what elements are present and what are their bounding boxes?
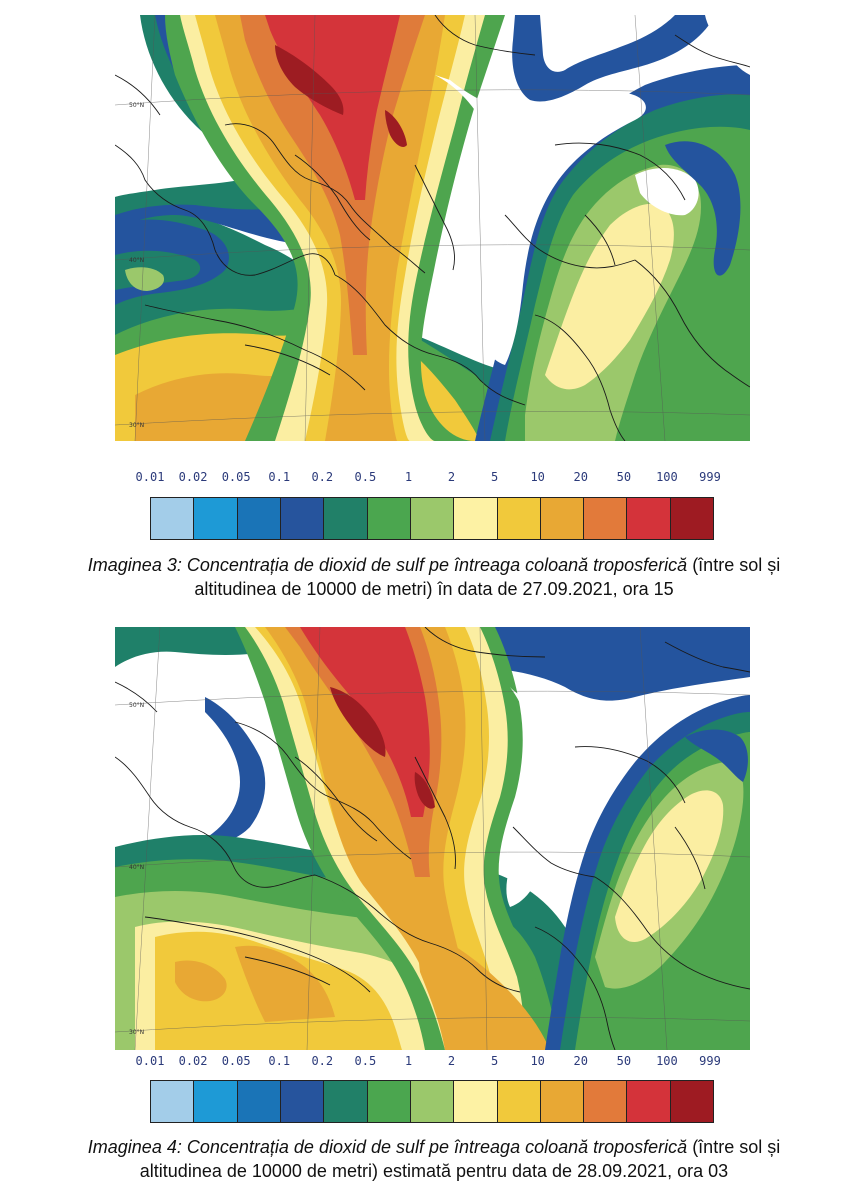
- colorbar-tick-label: 0.1: [268, 470, 291, 484]
- lat-label-30n: 30°N: [129, 1029, 144, 1036]
- colorbar-tick-label: 20: [573, 1054, 588, 1068]
- colorbar-1: [150, 497, 714, 540]
- colorbar-tick-label: 0.02: [178, 1054, 208, 1068]
- caption-4-title: Concentrația de dioxid de sulf pe întrea…: [186, 1137, 688, 1157]
- caption-4-line2: altitudinea de 10000 de metri) estimată …: [139, 1161, 729, 1181]
- colorbar-swatch: [584, 498, 628, 539]
- colorbar-swatch: [540, 498, 585, 539]
- colorbar-swatch: [151, 498, 195, 539]
- colorbar-swatch: [454, 498, 498, 539]
- colorbar-swatch: [324, 498, 368, 539]
- colorbar-swatch: [367, 1081, 411, 1122]
- colorbar-swatch: [324, 1081, 368, 1122]
- colorbar-swatch: [237, 498, 281, 539]
- colorbar-swatch: [151, 1081, 195, 1122]
- colorbar-swatch: [540, 1081, 585, 1122]
- colorbar-swatch: [280, 498, 325, 539]
- colorbar-swatch: [497, 498, 541, 539]
- colorbar-tick-label: 0.5: [354, 470, 377, 484]
- colorbar-tick-label: 10: [530, 470, 545, 484]
- colorbar-swatch: [627, 1081, 671, 1122]
- caption-3-label: Imaginea 3:: [87, 555, 182, 575]
- colorbar-tick-label: 5: [490, 1054, 499, 1068]
- colorbar-tick-label: 100: [656, 470, 678, 484]
- so2-map-27-09-2021: 50°N 40°N 30°N: [115, 15, 750, 441]
- colorbar-tick-label: 0.2: [311, 470, 334, 484]
- colorbar-swatch: [670, 498, 714, 539]
- colorbar-swatch: [627, 498, 671, 539]
- colorbar-tick-label: 5: [490, 470, 499, 484]
- colorbar-tick-label: 0.2: [311, 1054, 334, 1068]
- caption-4-label: Imaginea 4:: [87, 1137, 182, 1157]
- colorbar-swatch: [194, 498, 238, 539]
- caption-3-rest: (între sol și: [687, 555, 781, 575]
- colorbar-tick-label: 50: [616, 470, 632, 484]
- colorbar-tick-label: 0.01: [135, 1054, 165, 1068]
- colorbar-swatch: [367, 498, 411, 539]
- colorbar-swatch: [280, 1081, 325, 1122]
- caption-imaginea-3: Imaginea 3: Concentrația de dioxid de su…: [0, 553, 868, 601]
- colorbar-tick-label: 1: [404, 1054, 413, 1068]
- colorbar-tick-label: 50: [616, 1054, 632, 1068]
- so2-map-28-09-2021: 50°N 40°N 30°N: [115, 627, 750, 1050]
- colorbar-tick-label: 0.05: [221, 1054, 251, 1068]
- lat-label-30n: 30°N: [129, 422, 144, 429]
- lat-label-40n: 40°N: [129, 864, 144, 871]
- colorbar-swatch: [497, 1081, 541, 1122]
- colorbar-swatch: [410, 1081, 455, 1122]
- colorbar-tick-label: 0.01: [135, 470, 165, 484]
- colorbar-labels-2: 0.01 0.02 0.05 0.1 0.2 0.5 1 2 5 10 20 50 100 999: [130, 1054, 730, 1070]
- colorbar-tick-label: 10: [530, 1054, 545, 1068]
- colorbar-tick-label: 0.02: [178, 470, 208, 484]
- caption-4-rest: (între sol și: [687, 1137, 781, 1157]
- colorbar-tick-label: 999: [699, 470, 721, 484]
- caption-3-line2: altitudinea de 10000 de metri) în data d…: [194, 579, 674, 599]
- colorbar-tick-label: 0.1: [268, 1054, 291, 1068]
- lat-label-40n: 40°N: [129, 257, 144, 264]
- colorbar-swatch: [584, 1081, 628, 1122]
- colorbar-tick-label: 20: [573, 470, 588, 484]
- colorbar-tick-label: 999: [699, 1054, 721, 1068]
- colorbar-swatch: [410, 498, 455, 539]
- lat-label-50n: 50°N: [129, 102, 144, 109]
- colorbar-tick-label: 2: [447, 1054, 456, 1068]
- caption-3-title: Concentrația de dioxid de sulf pe întrea…: [186, 555, 688, 575]
- caption-imaginea-4: Imaginea 4: Concentrația de dioxid de su…: [0, 1135, 868, 1183]
- colorbar-tick-label: 1: [404, 470, 413, 484]
- colorbar-2: [150, 1080, 714, 1123]
- colorbar-swatch: [454, 1081, 498, 1122]
- colorbar-tick-label: 2: [447, 470, 456, 484]
- colorbar-swatch: [237, 1081, 281, 1122]
- colorbar-tick-label: 0.5: [354, 1054, 377, 1068]
- colorbar-tick-label: 0.05: [221, 470, 251, 484]
- colorbar-swatch: [194, 1081, 238, 1122]
- colorbar-swatch: [670, 1081, 714, 1122]
- colorbar-tick-label: 100: [656, 1054, 678, 1068]
- colorbar-labels-1: 0.01 0.02 0.05 0.1 0.2 0.5 1 2 5 10 20 50 100 999: [130, 470, 730, 486]
- lat-label-50n: 50°N: [129, 702, 144, 709]
